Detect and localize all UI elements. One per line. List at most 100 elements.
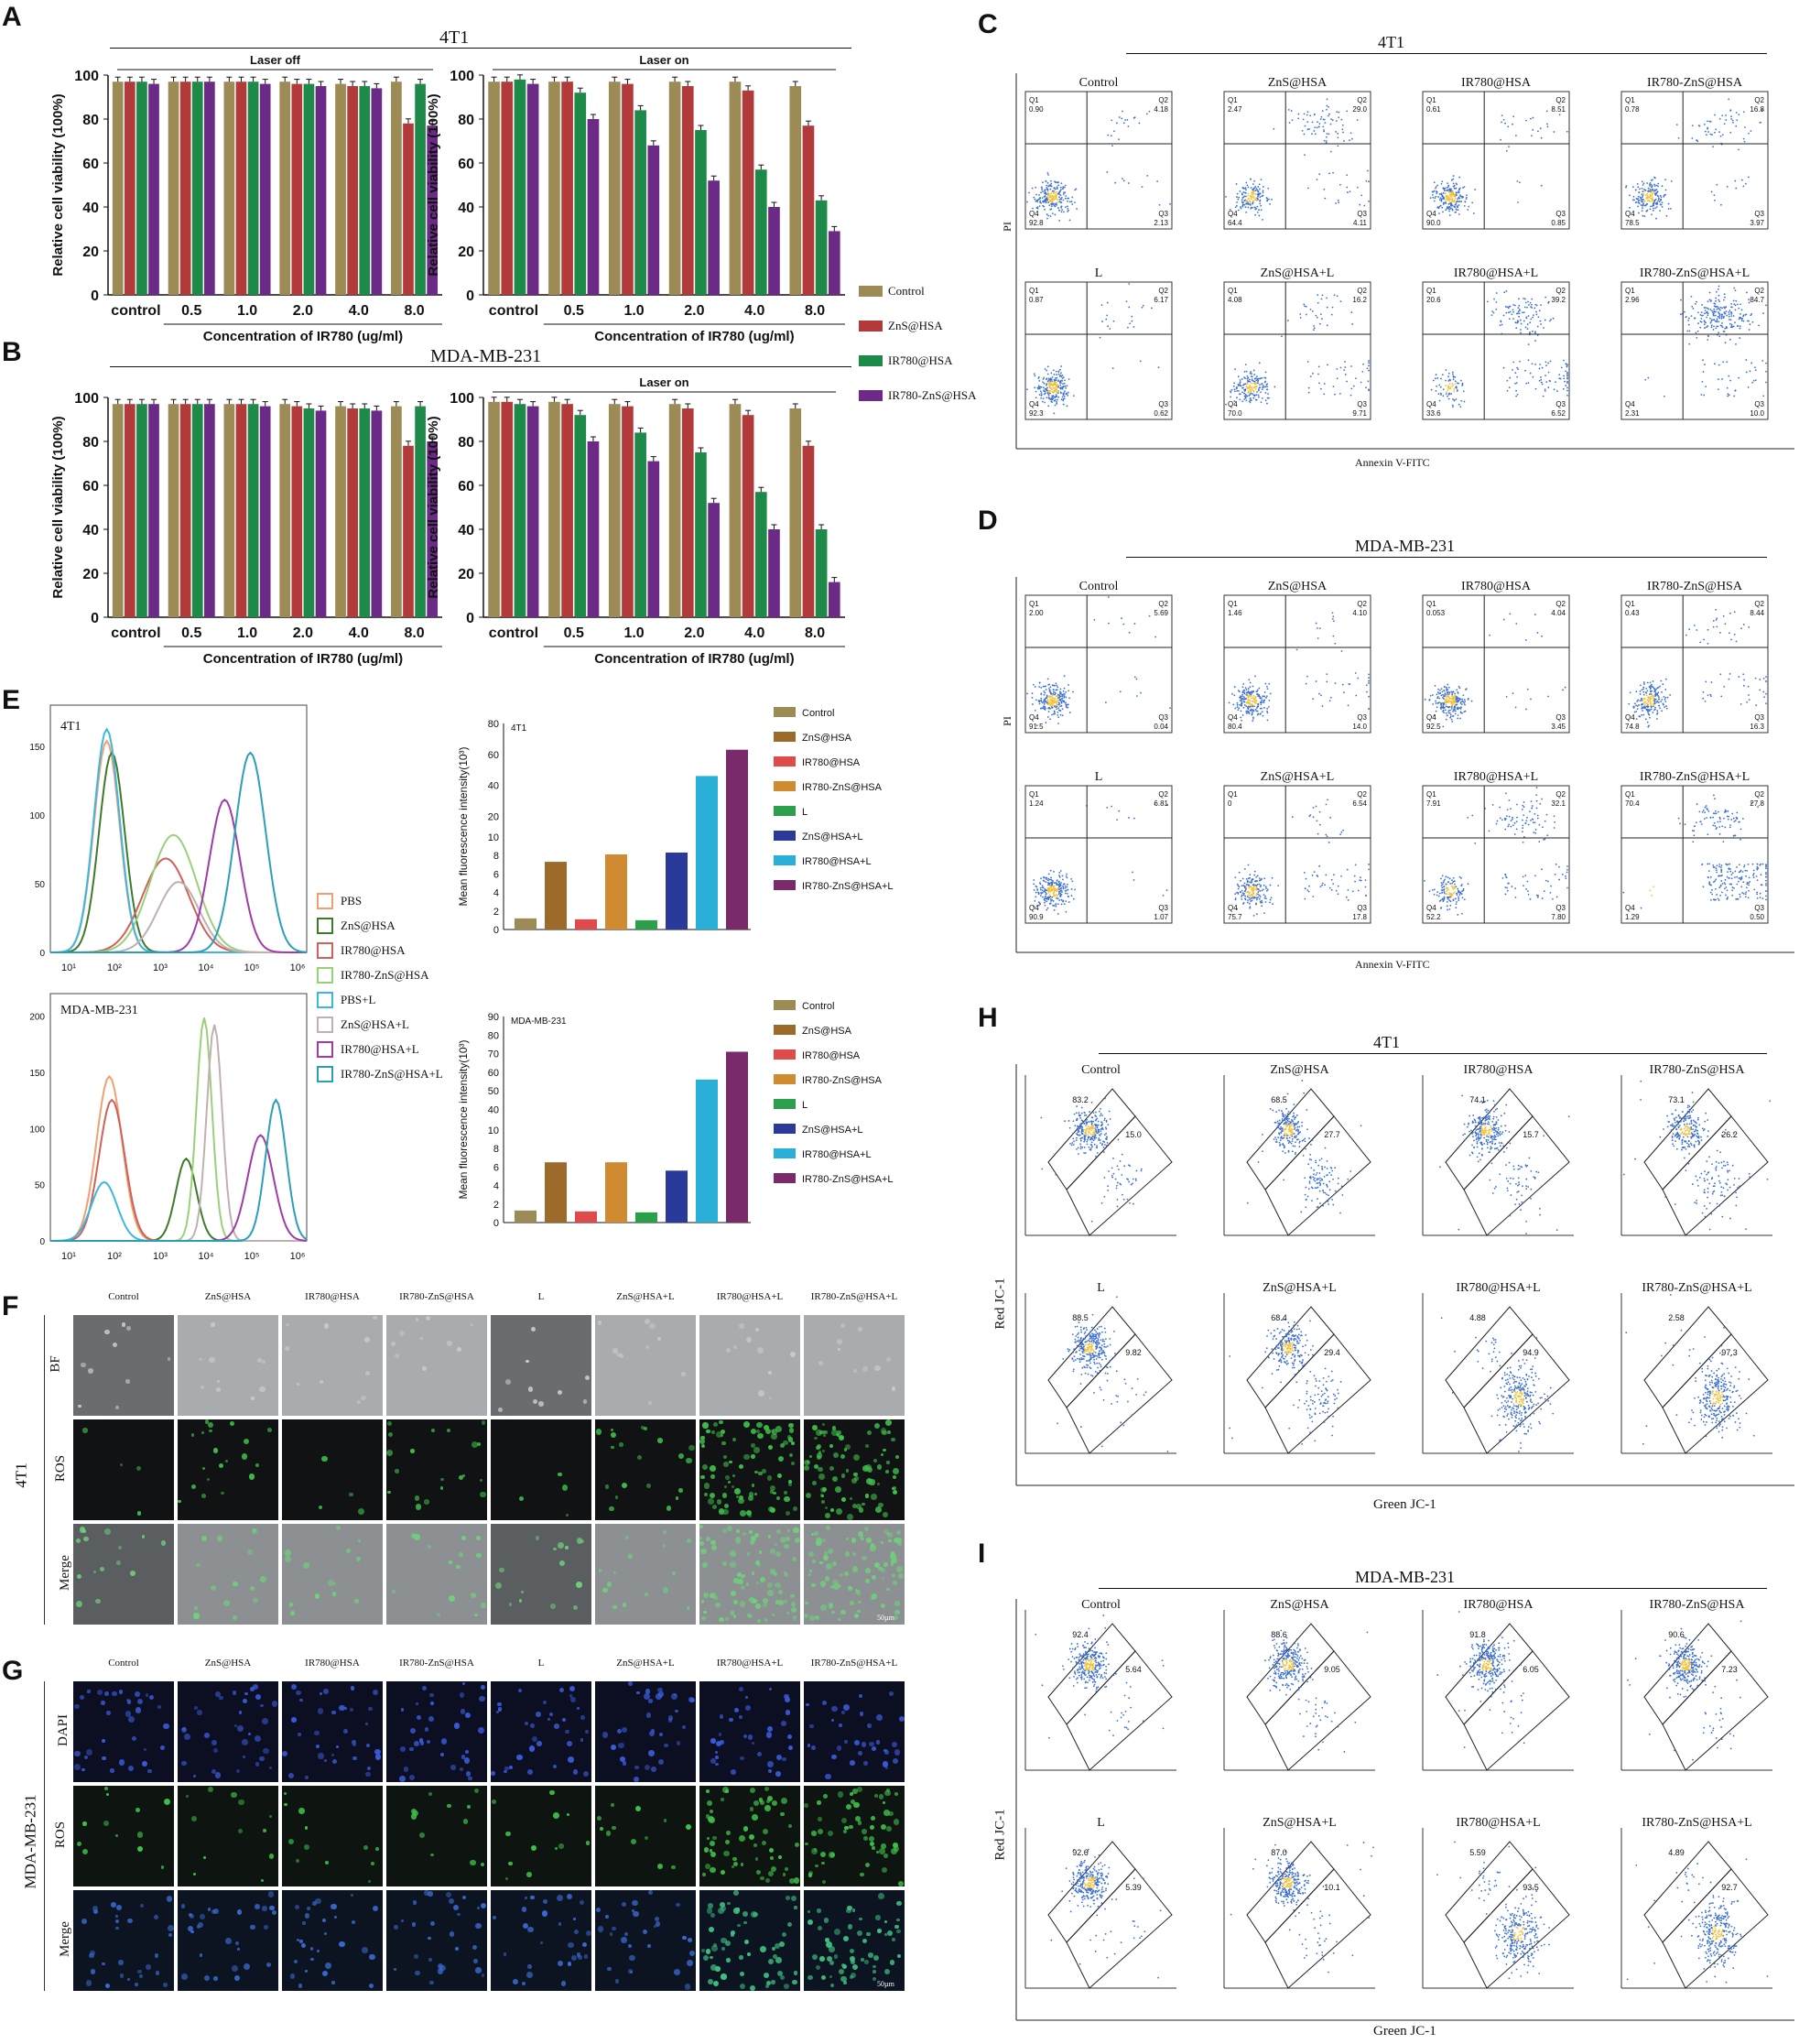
flow-dot: [1057, 711, 1059, 713]
flow-dot: [1052, 697, 1055, 699]
q2-label: Q2: [1754, 287, 1764, 295]
flow-dot: [1049, 184, 1052, 187]
flow-dot: [1031, 692, 1034, 695]
flow-dot: [1241, 400, 1244, 403]
flow-dot: [1071, 196, 1074, 199]
flow-dot: [1718, 864, 1721, 865]
flow-dot: [1646, 193, 1649, 196]
flow-dot: [1536, 334, 1539, 336]
flow-dot: [1693, 625, 1696, 626]
flow-dot: [1452, 715, 1455, 717]
flow-dot: [1241, 896, 1243, 898]
flow-dot: [1720, 891, 1723, 894]
flow-dot: [1332, 620, 1335, 623]
flow-dot: [1244, 396, 1247, 398]
flow-dot: [1436, 376, 1439, 379]
flow-dot: [1712, 824, 1715, 827]
flow-dot: [1531, 298, 1534, 300]
q2-value: 6.17: [1154, 296, 1168, 304]
flow-dot: [1718, 131, 1720, 134]
bar: [279, 82, 291, 295]
flow-dot: [1450, 179, 1453, 181]
flow-dot: [1449, 204, 1452, 207]
flow-dot: [1344, 366, 1347, 368]
flow-dot: [1131, 315, 1133, 318]
flow-dot: [1457, 206, 1459, 209]
flow-dot: [1454, 383, 1457, 386]
flow-dot: [1718, 299, 1720, 301]
flow-dot: [1239, 384, 1241, 386]
flow-dot: [1560, 366, 1563, 369]
micro-column-header: ZnS@HSA+L: [616, 1291, 675, 1302]
flow-dot: [1718, 378, 1719, 381]
flow-dot: [1718, 321, 1720, 323]
flow-dot: [1740, 838, 1741, 841]
flow-dot: [1534, 364, 1537, 365]
histogram-curve: [50, 1098, 307, 1242]
flow-dot: [1762, 690, 1765, 693]
flow-dot: [1262, 186, 1264, 188]
flow-dot: [1756, 863, 1759, 865]
flow-dot: [1641, 198, 1642, 201]
flow-dot: [1052, 689, 1055, 690]
flow-dot: [1119, 690, 1122, 693]
flow-dot: [1047, 379, 1050, 382]
q1-label: Q1: [1625, 96, 1635, 104]
flow-dot: [1455, 182, 1458, 185]
flow-dot: [1247, 194, 1249, 197]
flow-dot: [1246, 377, 1249, 380]
flow-dot: [1432, 190, 1435, 193]
flow-dot: [1315, 622, 1317, 625]
flow-dot: [1651, 213, 1653, 216]
flow-dot: [1702, 810, 1705, 811]
flow-dot: [1043, 389, 1045, 392]
x-tick-label: 1.0: [237, 625, 257, 641]
flow-dot: [1632, 706, 1635, 709]
flow-dot: [1507, 311, 1510, 314]
flow-dot: [1059, 870, 1062, 872]
flow-dot: [1326, 324, 1328, 327]
flow-plot-title: L: [1095, 266, 1103, 280]
flow-dot: [1525, 888, 1528, 890]
flow-dot: [1046, 191, 1049, 193]
flow-dot: [1522, 875, 1524, 878]
mfi-legend-label: L: [802, 807, 807, 818]
flow-dot: [1641, 180, 1643, 183]
flow-dot: [1261, 877, 1263, 880]
flow-dot: [1744, 893, 1747, 896]
flow-dot: [1704, 327, 1706, 329]
flow-dot: [1352, 385, 1355, 387]
flow-dot: [1247, 192, 1250, 195]
flow-dot: [1252, 888, 1255, 890]
flow-dot: [1748, 301, 1750, 304]
flow-dot: [1474, 189, 1477, 190]
flow-dot: [1716, 864, 1718, 867]
flow-dot: [1346, 186, 1349, 189]
q1-value: 0.053: [1426, 609, 1446, 617]
flow-dot: [1237, 690, 1240, 692]
flow-dot: [1729, 877, 1730, 879]
flow-dot: [1050, 876, 1052, 879]
flow-dot: [1291, 816, 1294, 819]
y-tick-label: 40: [82, 201, 99, 216]
flow-dot: [1756, 879, 1759, 882]
flow-dot: [1445, 703, 1447, 706]
cell-spot: [426, 1315, 431, 1321]
flow-dot: [1317, 294, 1319, 297]
flow-dot: [1522, 841, 1524, 843]
flow-dot: [1047, 898, 1050, 900]
flow-dot: [1688, 628, 1691, 631]
flow-dot: [1636, 708, 1639, 711]
flow-dot: [1705, 680, 1707, 683]
flow-dot: [1338, 116, 1340, 119]
flow-dot: [1126, 119, 1129, 121]
hist-legend-label: IR780-ZnS@HSA: [341, 967, 429, 982]
flow-dot: [1505, 695, 1508, 698]
flow-dot: [1058, 875, 1060, 876]
flow-dot: [1713, 305, 1716, 308]
flow-dot: [1657, 182, 1660, 185]
flow-dot: [1458, 896, 1459, 898]
flow-dot: [1643, 188, 1645, 190]
flow-dot: [1433, 181, 1436, 184]
flow-dot: [1047, 198, 1050, 201]
